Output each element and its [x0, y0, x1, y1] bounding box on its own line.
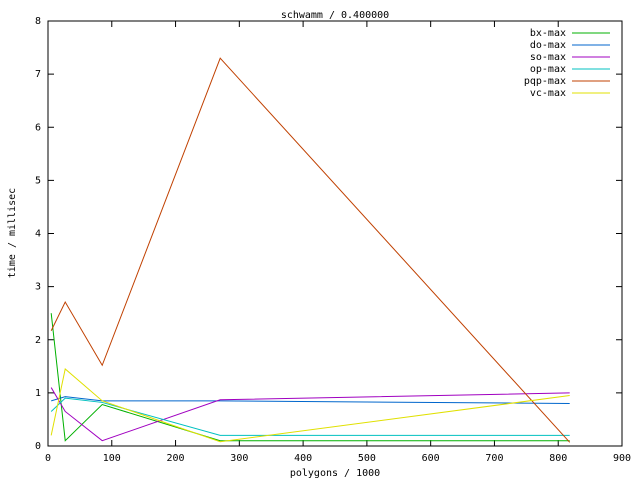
series-line	[50, 397, 570, 436]
y-tick-label: 2	[35, 335, 41, 346]
x-tick-label: 200	[167, 453, 185, 464]
chart-title: schwamm / 0.400000	[281, 10, 389, 21]
legend-label: pqp-max	[524, 76, 566, 87]
x-tick-label: 400	[294, 453, 312, 464]
x-tick-label: 500	[358, 453, 376, 464]
y-tick-label: 8	[35, 16, 41, 27]
series-line	[50, 387, 570, 442]
legend-label: do-max	[530, 40, 566, 51]
y-tick-label: 3	[35, 282, 41, 293]
y-axis-label: time / millisec	[7, 188, 18, 278]
y-tick-label: 0	[35, 441, 41, 452]
x-tick-label: 700	[485, 453, 503, 464]
series-line	[50, 57, 571, 443]
y-tick-label: 6	[35, 122, 41, 133]
y-tick-label: 7	[35, 69, 41, 80]
legend-label: so-max	[530, 52, 566, 63]
series-line	[50, 368, 570, 443]
y-tick-label: 1	[35, 388, 41, 399]
x-tick-label: 900	[613, 453, 631, 464]
x-axis-label: polygons / 1000	[290, 468, 380, 479]
legend-label: bx-max	[530, 28, 566, 39]
x-tick-label: 600	[422, 453, 440, 464]
y-tick-label: 4	[35, 229, 41, 240]
x-tick-label: 0	[45, 453, 51, 464]
legend-label: vc-max	[530, 88, 566, 99]
x-tick-label: 100	[103, 453, 121, 464]
y-tick-label: 5	[35, 175, 41, 186]
legend-label: op-max	[530, 64, 566, 75]
x-tick-label: 800	[549, 453, 567, 464]
x-tick-label: 300	[230, 453, 248, 464]
